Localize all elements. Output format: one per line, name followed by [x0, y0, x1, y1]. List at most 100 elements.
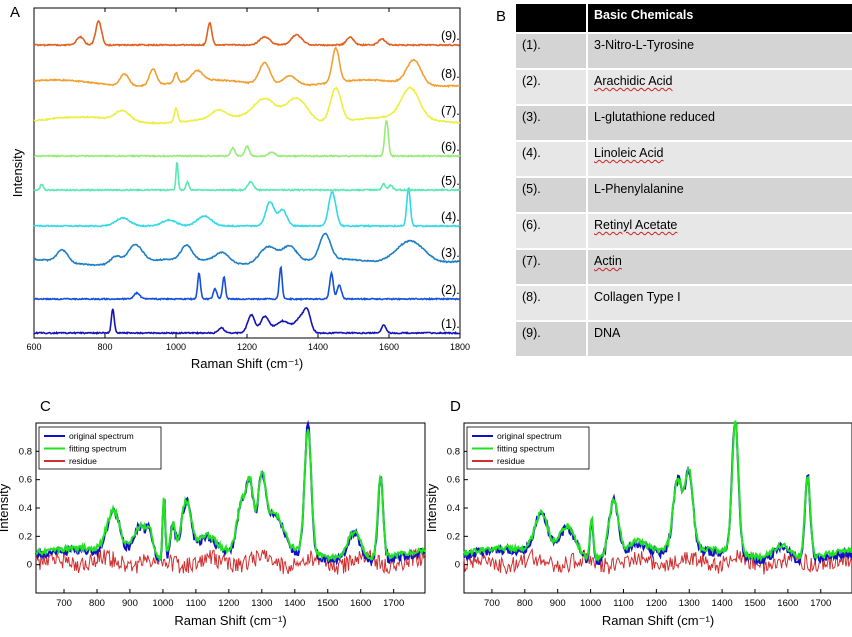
row-index: (2).: [516, 69, 588, 106]
x-tick-label: 1000: [152, 598, 173, 609]
x-axis-label: Raman Shift (cm⁻¹): [174, 613, 286, 628]
x-tick-label: 1500: [317, 598, 338, 609]
row-chemical: Arachidic Acid: [587, 69, 852, 106]
y-tick-label: 0.2: [447, 531, 460, 542]
spectrum-line: [33, 232, 461, 267]
x-tick-label: 1100: [613, 598, 633, 609]
x-tick-label: 1700: [383, 598, 404, 609]
table-row: (7). Actin: [516, 249, 852, 286]
row-chemical: L-Phenylalanine: [587, 177, 852, 214]
spectrum-line: [33, 186, 461, 228]
spectrum-label: (3).: [441, 246, 460, 260]
x-axis-label: Raman Shift (cm⁻¹): [191, 356, 303, 371]
row-chemical-text: Linoleic Acid: [594, 146, 664, 160]
x-tick-label: 700: [484, 598, 500, 609]
y-tick-label: 0.8: [447, 446, 460, 457]
row-index: (4).: [516, 141, 588, 178]
table-row: (8). Collagen Type I: [516, 285, 852, 322]
table-row: (2). Arachidic Acid: [516, 69, 852, 106]
x-tick-label: 900: [550, 598, 566, 609]
table-header-chemicals: Basic Chemicals: [587, 4, 852, 34]
y-tick-label: 0: [27, 560, 32, 571]
table-header-index: [516, 4, 588, 34]
x-tick-label: 1400: [712, 598, 733, 609]
panel-d-letter: D: [450, 398, 461, 415]
row-chemical: Actin: [587, 249, 852, 286]
table-header-row: Basic Chemicals: [516, 4, 852, 34]
panel-a-frame: [33, 7, 461, 339]
x-tick-label: 700: [56, 598, 72, 609]
row-chemical: Collagen Type I: [587, 285, 852, 322]
row-chemical: 3-Nitro-L-Tyrosine: [587, 33, 852, 70]
table-row: (9). DNA: [516, 321, 852, 358]
y-tick-label: 0: [455, 560, 460, 571]
spectrum-label: (5).: [441, 174, 460, 188]
spectrum-line: [33, 86, 461, 125]
row-chemical: L-glutathione reduced: [587, 105, 852, 142]
spectrum-label: (4).: [441, 210, 460, 224]
x-tick-label: 600: [26, 342, 41, 352]
x-tick-label: 800: [89, 598, 105, 609]
legend-label: fitting spectrum: [69, 444, 127, 454]
spectrum-label: (8).: [441, 67, 460, 81]
x-tick-label: 800: [517, 598, 533, 609]
y-tick-label: 0.2: [19, 531, 32, 542]
row-index: (3).: [516, 105, 588, 142]
y-tick-label: 0.8: [19, 446, 32, 457]
row-index: (9).: [516, 321, 588, 358]
row-index: (1).: [516, 33, 588, 70]
x-axis-label: Raman Shift (cm⁻¹): [602, 613, 714, 628]
x-tick-label: 1200: [218, 598, 239, 609]
x-tick-label: 1600: [777, 598, 798, 609]
row-chemical: Retinyl Acetate: [587, 213, 852, 250]
y-axis-label: Intensity: [424, 483, 439, 532]
spectrum-line: [33, 119, 461, 159]
x-tick-label: 1800: [450, 342, 470, 352]
table-row: (6). Retinyl Acetate: [516, 213, 852, 250]
spectrum-line: [33, 46, 460, 89]
legend-label: original spectrum: [69, 431, 134, 441]
row-chemical-text: Arachidic Acid: [594, 74, 673, 88]
chemicals-table: Basic Chemicals (1). 3-Nitro-L-Tyrosine (…: [516, 4, 852, 358]
x-tick-label: 1400: [284, 598, 305, 609]
spectrum-label: (1).: [441, 317, 460, 331]
y-tick-label: 0.6: [19, 475, 32, 486]
fitting-spectrum-line: [463, 420, 852, 563]
residue-line: [463, 547, 852, 575]
x-tick-label: 1300: [679, 598, 700, 609]
fitting-spectrum-line: [35, 429, 426, 563]
table-row: (4). Linoleic Acid: [516, 141, 852, 178]
y-tick-label: 0.4: [19, 503, 32, 514]
row-index: (6).: [516, 213, 588, 250]
spectrum-label: (9).: [441, 29, 460, 43]
panel-a-letter: A: [10, 4, 21, 21]
x-tick-label: 900: [122, 598, 138, 609]
x-tick-label: 1300: [251, 598, 272, 609]
x-tick-label: 1200: [237, 342, 257, 352]
table-row: (3). L-glutathione reduced: [516, 105, 852, 142]
spectrum-line: [33, 265, 461, 302]
x-tick-label: 1500: [744, 598, 765, 609]
table-row: (1). 3-Nitro-L-Tyrosine: [516, 33, 852, 70]
spectrum-line: [33, 19, 461, 47]
row-chemical-text: Retinyl Acetate: [594, 218, 678, 232]
x-tick-label: 1600: [379, 342, 399, 352]
x-tick-label: 1600: [350, 598, 371, 609]
panel-c-letter: C: [40, 398, 51, 415]
table-row: (5). L-Phenylalanine: [516, 177, 852, 214]
row-index: (5).: [516, 177, 588, 214]
row-index: (7).: [516, 249, 588, 286]
x-tick-label: 1000: [166, 342, 186, 352]
legend-label: original spectrum: [497, 431, 562, 441]
x-tick-label: 1100: [186, 598, 206, 609]
y-axis-label: Intensity: [0, 483, 11, 532]
legend-label: residue: [497, 456, 525, 466]
spectrum-line: [33, 161, 461, 193]
row-chemical: Linoleic Acid: [587, 141, 852, 178]
spectrum-label: (6).: [441, 140, 460, 154]
x-tick-label: 1700: [810, 598, 831, 609]
x-tick-label: 1400: [308, 342, 328, 352]
legend-label: fitting spectrum: [497, 444, 555, 454]
y-tick-label: 0.6: [447, 475, 460, 486]
x-tick-label: 1000: [580, 598, 601, 609]
